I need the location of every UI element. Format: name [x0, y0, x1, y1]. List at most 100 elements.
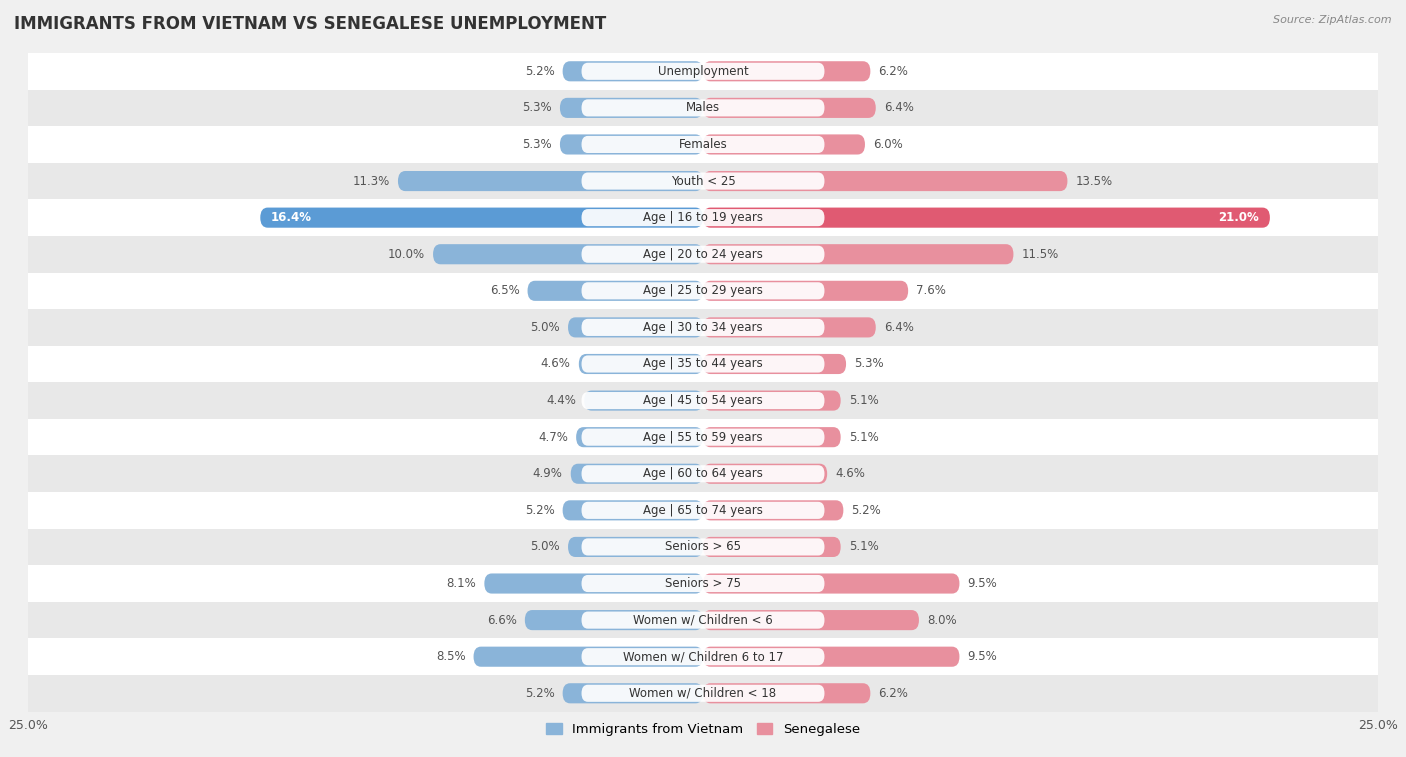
- FancyBboxPatch shape: [560, 98, 703, 118]
- Bar: [28, 419, 1378, 456]
- Text: Age | 25 to 29 years: Age | 25 to 29 years: [643, 285, 763, 298]
- Text: 13.5%: 13.5%: [1076, 175, 1112, 188]
- FancyBboxPatch shape: [582, 319, 824, 336]
- Text: Age | 30 to 34 years: Age | 30 to 34 years: [643, 321, 763, 334]
- Text: Source: ZipAtlas.com: Source: ZipAtlas.com: [1274, 15, 1392, 25]
- Text: Women w/ Children < 18: Women w/ Children < 18: [630, 687, 776, 699]
- FancyBboxPatch shape: [703, 537, 841, 557]
- FancyBboxPatch shape: [582, 246, 824, 263]
- Text: 4.9%: 4.9%: [533, 467, 562, 480]
- Text: 5.0%: 5.0%: [530, 321, 560, 334]
- Text: 8.0%: 8.0%: [927, 614, 956, 627]
- Bar: [28, 273, 1378, 309]
- FancyBboxPatch shape: [703, 171, 1067, 191]
- Text: Women w/ Children < 6: Women w/ Children < 6: [633, 614, 773, 627]
- Bar: [28, 236, 1378, 273]
- Text: 5.2%: 5.2%: [524, 687, 554, 699]
- Text: IMMIGRANTS FROM VIETNAM VS SENEGALESE UNEMPLOYMENT: IMMIGRANTS FROM VIETNAM VS SENEGALESE UN…: [14, 15, 606, 33]
- FancyBboxPatch shape: [398, 171, 703, 191]
- Text: Youth < 25: Youth < 25: [671, 175, 735, 188]
- Text: 8.5%: 8.5%: [436, 650, 465, 663]
- Text: 4.4%: 4.4%: [547, 394, 576, 407]
- FancyBboxPatch shape: [474, 646, 703, 667]
- Text: 9.5%: 9.5%: [967, 577, 997, 590]
- FancyBboxPatch shape: [582, 575, 824, 592]
- Text: 6.5%: 6.5%: [489, 285, 519, 298]
- FancyBboxPatch shape: [703, 354, 846, 374]
- FancyBboxPatch shape: [571, 464, 703, 484]
- Text: 5.2%: 5.2%: [524, 65, 554, 78]
- FancyBboxPatch shape: [703, 135, 865, 154]
- FancyBboxPatch shape: [703, 464, 827, 484]
- Text: 21.0%: 21.0%: [1219, 211, 1260, 224]
- Bar: [28, 456, 1378, 492]
- Bar: [28, 199, 1378, 236]
- Text: Males: Males: [686, 101, 720, 114]
- Text: Age | 55 to 59 years: Age | 55 to 59 years: [643, 431, 763, 444]
- Bar: [28, 602, 1378, 638]
- FancyBboxPatch shape: [562, 61, 703, 81]
- Text: 6.4%: 6.4%: [884, 101, 914, 114]
- FancyBboxPatch shape: [582, 685, 824, 702]
- FancyBboxPatch shape: [582, 612, 824, 628]
- Text: Seniors > 65: Seniors > 65: [665, 540, 741, 553]
- Bar: [28, 638, 1378, 675]
- FancyBboxPatch shape: [582, 173, 824, 189]
- FancyBboxPatch shape: [703, 61, 870, 81]
- Text: 6.2%: 6.2%: [879, 65, 908, 78]
- Text: Age | 60 to 64 years: Age | 60 to 64 years: [643, 467, 763, 480]
- FancyBboxPatch shape: [582, 648, 824, 665]
- FancyBboxPatch shape: [524, 610, 703, 630]
- FancyBboxPatch shape: [703, 281, 908, 301]
- Text: 5.3%: 5.3%: [522, 101, 551, 114]
- FancyBboxPatch shape: [703, 391, 841, 410]
- FancyBboxPatch shape: [433, 245, 703, 264]
- Text: Age | 35 to 44 years: Age | 35 to 44 years: [643, 357, 763, 370]
- Text: 5.1%: 5.1%: [849, 540, 879, 553]
- Text: Age | 65 to 74 years: Age | 65 to 74 years: [643, 504, 763, 517]
- FancyBboxPatch shape: [582, 136, 824, 153]
- Text: 4.6%: 4.6%: [835, 467, 865, 480]
- Text: 6.0%: 6.0%: [873, 138, 903, 151]
- FancyBboxPatch shape: [576, 427, 703, 447]
- Text: 5.1%: 5.1%: [849, 431, 879, 444]
- Text: 6.6%: 6.6%: [486, 614, 517, 627]
- FancyBboxPatch shape: [703, 245, 1014, 264]
- Bar: [28, 126, 1378, 163]
- FancyBboxPatch shape: [582, 209, 824, 226]
- Text: Age | 45 to 54 years: Age | 45 to 54 years: [643, 394, 763, 407]
- Text: Age | 20 to 24 years: Age | 20 to 24 years: [643, 248, 763, 260]
- Text: Unemployment: Unemployment: [658, 65, 748, 78]
- FancyBboxPatch shape: [560, 135, 703, 154]
- Bar: [28, 492, 1378, 528]
- Text: 5.2%: 5.2%: [524, 504, 554, 517]
- FancyBboxPatch shape: [703, 427, 841, 447]
- Text: 7.6%: 7.6%: [917, 285, 946, 298]
- Bar: [28, 528, 1378, 565]
- FancyBboxPatch shape: [582, 502, 824, 519]
- Bar: [28, 565, 1378, 602]
- FancyBboxPatch shape: [582, 282, 824, 299]
- Text: 10.0%: 10.0%: [388, 248, 425, 260]
- FancyBboxPatch shape: [582, 428, 824, 446]
- Text: 6.4%: 6.4%: [884, 321, 914, 334]
- FancyBboxPatch shape: [568, 537, 703, 557]
- Text: Age | 16 to 19 years: Age | 16 to 19 years: [643, 211, 763, 224]
- FancyBboxPatch shape: [703, 98, 876, 118]
- FancyBboxPatch shape: [703, 317, 876, 338]
- Text: 4.6%: 4.6%: [541, 357, 571, 370]
- Text: 9.5%: 9.5%: [967, 650, 997, 663]
- FancyBboxPatch shape: [703, 500, 844, 520]
- Text: Women w/ Children 6 to 17: Women w/ Children 6 to 17: [623, 650, 783, 663]
- FancyBboxPatch shape: [260, 207, 703, 228]
- Text: 11.3%: 11.3%: [353, 175, 389, 188]
- Bar: [28, 346, 1378, 382]
- Bar: [28, 53, 1378, 89]
- FancyBboxPatch shape: [568, 317, 703, 338]
- Text: 8.1%: 8.1%: [447, 577, 477, 590]
- Text: 5.3%: 5.3%: [522, 138, 551, 151]
- Text: 6.2%: 6.2%: [879, 687, 908, 699]
- Text: 4.7%: 4.7%: [538, 431, 568, 444]
- Bar: [28, 382, 1378, 419]
- FancyBboxPatch shape: [703, 574, 959, 593]
